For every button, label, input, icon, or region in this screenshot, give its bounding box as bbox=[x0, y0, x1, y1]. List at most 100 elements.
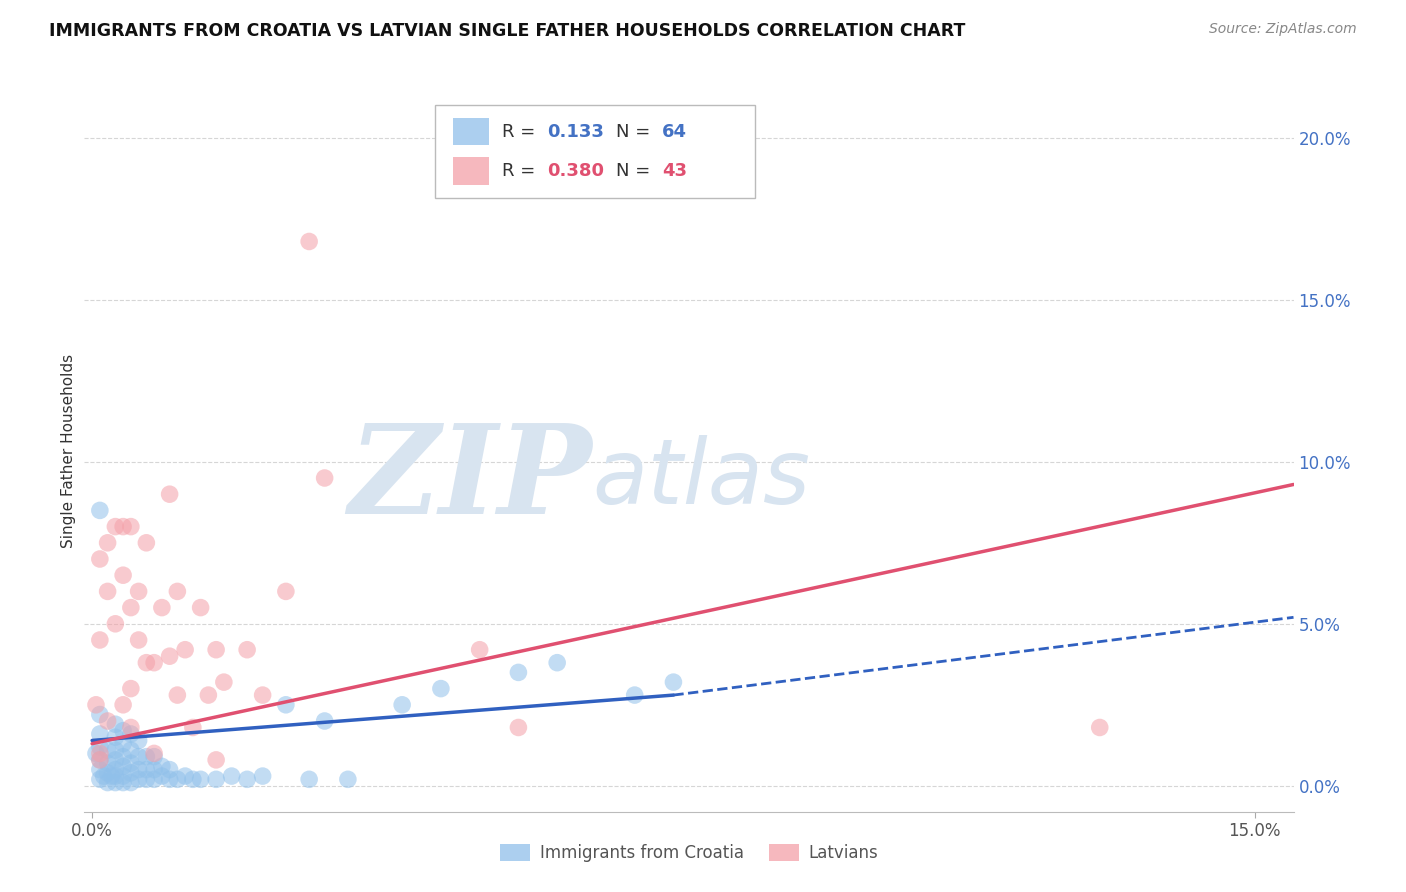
Text: 0.133: 0.133 bbox=[547, 123, 605, 141]
Point bbox=[89, 739, 111, 754]
Point bbox=[546, 656, 568, 670]
Point bbox=[104, 769, 127, 783]
Point bbox=[89, 772, 111, 787]
Text: atlas: atlas bbox=[592, 435, 810, 524]
Point bbox=[112, 698, 135, 712]
Point bbox=[221, 769, 243, 783]
FancyBboxPatch shape bbox=[434, 105, 755, 198]
Point bbox=[120, 743, 142, 757]
Point bbox=[84, 747, 107, 761]
Point bbox=[97, 584, 120, 599]
Point bbox=[150, 759, 173, 773]
Point bbox=[174, 642, 197, 657]
Point bbox=[135, 656, 157, 670]
Point bbox=[135, 536, 157, 550]
Point bbox=[252, 769, 274, 783]
Point bbox=[104, 519, 127, 533]
Point bbox=[104, 743, 127, 757]
Point bbox=[205, 753, 228, 767]
Point bbox=[205, 772, 228, 787]
Point bbox=[150, 769, 173, 783]
Point bbox=[143, 747, 166, 761]
FancyBboxPatch shape bbox=[453, 157, 489, 185]
Point bbox=[468, 642, 491, 657]
Point bbox=[128, 632, 150, 647]
Point bbox=[120, 519, 142, 533]
Point bbox=[104, 753, 127, 767]
Point bbox=[197, 688, 219, 702]
Point bbox=[112, 749, 135, 764]
Point bbox=[508, 721, 530, 735]
Point bbox=[298, 772, 321, 787]
Point bbox=[89, 727, 111, 741]
Point bbox=[89, 552, 111, 566]
Point bbox=[89, 753, 111, 767]
Point bbox=[97, 765, 120, 780]
Point bbox=[104, 775, 127, 789]
Point bbox=[190, 600, 212, 615]
Text: N =: N = bbox=[616, 162, 657, 180]
Point bbox=[150, 600, 173, 615]
Point bbox=[236, 772, 259, 787]
Point bbox=[143, 763, 166, 777]
Point bbox=[120, 765, 142, 780]
Point bbox=[112, 759, 135, 773]
Point bbox=[391, 698, 413, 712]
Point bbox=[93, 769, 115, 783]
Point bbox=[159, 772, 181, 787]
Point bbox=[166, 772, 188, 787]
Point bbox=[97, 775, 120, 789]
Point bbox=[159, 763, 181, 777]
Point bbox=[128, 749, 150, 764]
Point bbox=[97, 756, 120, 771]
Point bbox=[128, 584, 150, 599]
Point bbox=[181, 721, 204, 735]
Point bbox=[112, 769, 135, 783]
Point bbox=[166, 584, 188, 599]
Text: R =: R = bbox=[502, 162, 540, 180]
Point bbox=[212, 675, 235, 690]
Point bbox=[181, 772, 204, 787]
Point bbox=[274, 584, 297, 599]
Point bbox=[112, 568, 135, 582]
Point bbox=[112, 775, 135, 789]
Point bbox=[120, 721, 142, 735]
Point bbox=[104, 717, 127, 731]
Point bbox=[104, 730, 127, 744]
Point bbox=[112, 723, 135, 738]
Text: IMMIGRANTS FROM CROATIA VS LATVIAN SINGLE FATHER HOUSEHOLDS CORRELATION CHART: IMMIGRANTS FROM CROATIA VS LATVIAN SINGL… bbox=[49, 22, 966, 40]
Point bbox=[159, 487, 181, 501]
Point bbox=[120, 727, 142, 741]
Point bbox=[120, 775, 142, 789]
FancyBboxPatch shape bbox=[453, 118, 489, 145]
Point bbox=[298, 235, 321, 249]
Point bbox=[430, 681, 453, 696]
Point bbox=[89, 753, 111, 767]
Point bbox=[97, 743, 120, 757]
Text: N =: N = bbox=[616, 123, 657, 141]
Point bbox=[97, 714, 120, 728]
Point bbox=[166, 688, 188, 702]
Point bbox=[274, 698, 297, 712]
Point bbox=[128, 763, 150, 777]
Text: 64: 64 bbox=[662, 123, 688, 141]
Text: R =: R = bbox=[502, 123, 540, 141]
Y-axis label: Single Father Households: Single Father Households bbox=[60, 353, 76, 548]
Point bbox=[662, 675, 685, 690]
Point bbox=[205, 642, 228, 657]
Point bbox=[508, 665, 530, 680]
Point bbox=[97, 536, 120, 550]
Point bbox=[120, 756, 142, 771]
Point bbox=[623, 688, 645, 702]
Point bbox=[89, 707, 111, 722]
Point bbox=[1088, 721, 1111, 735]
Point bbox=[135, 749, 157, 764]
Point bbox=[89, 763, 111, 777]
Point bbox=[104, 763, 127, 777]
Point bbox=[128, 772, 150, 787]
Point bbox=[336, 772, 359, 787]
Point bbox=[314, 471, 336, 485]
Point bbox=[190, 772, 212, 787]
Point bbox=[100, 769, 122, 783]
Legend: Immigrants from Croatia, Latvians: Immigrants from Croatia, Latvians bbox=[494, 837, 884, 869]
